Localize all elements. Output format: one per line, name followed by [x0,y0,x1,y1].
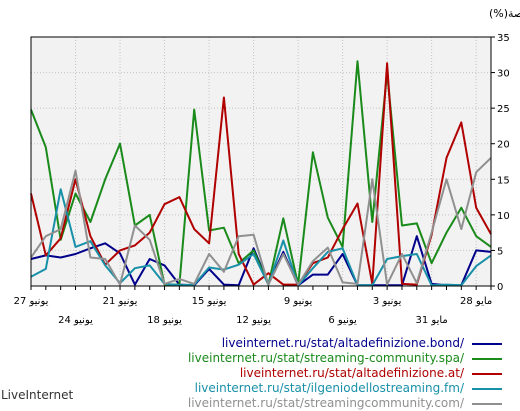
x-tick-label: 21 يونيو [103,296,138,307]
y-tick-label: 10 [497,211,510,222]
series-group [30,60,492,287]
y-tick-label: 25 [497,104,510,115]
legend: liveinternet.ru/stat/altadefinizione.bon… [22,336,502,411]
x-tick-label: 24 يونيو [58,315,93,326]
x-tick-label: 6 يونيو [328,315,357,326]
legend-swatch [472,372,502,375]
x-tick-label: 31 مايو [416,315,448,326]
legend-item-3: liveinternet.ru/stat/altadefinizione.at/ [22,366,502,381]
legend-item-5: liveinternet.ru/stat/streamingcommunity.… [22,396,502,411]
legend-swatch [472,402,502,405]
x-ticks [30,286,492,290]
legend-item-4: liveinternet.ru/stat/ilgeniodellostreami… [22,381,502,396]
x-tick-label: 12 يونيو [236,315,271,326]
y-axis: 0 5 10 15 20 25 30 35 [491,33,510,293]
legend-swatch [472,387,502,390]
y-tick-label: 0 [497,282,503,293]
series-line-5 [30,157,492,286]
y-tick-label: 35 [497,33,510,44]
y-tick-label: 20 [497,140,510,151]
legend-item-2: liveinternet.ru/stat/streaming-community… [22,351,502,366]
legend-swatch [472,357,502,360]
legend-label: liveinternet.ru/stat/streaming-community… [187,351,464,365]
y-tick-label: 30 [497,69,510,80]
footer-brand: LiveInternet [1,388,74,402]
x-tick-label: 9 يونيو [284,296,313,307]
legend-label: liveinternet.ru/stat/altadefinizione.at/ [239,366,464,380]
legend-label: liveinternet.ru/stat/altadefinizione.bon… [221,336,464,350]
x-tick-label: 3 يونيو [373,296,402,307]
plot-area [31,37,491,286]
x-tick-label: 15 يونيو [192,296,227,307]
y-axis-title: الحصة(%) [489,7,520,20]
x-tick-label: 18 يونيو [147,315,182,326]
y-tick-label: 15 [497,175,510,186]
legend-swatch [472,342,502,345]
legend-label: liveinternet.ru/stat/streamingcommunity.… [187,396,464,410]
plot-frame [30,36,492,287]
legend-item-1: liveinternet.ru/stat/altadefinizione.bon… [22,336,502,351]
series-line-4 [30,188,492,287]
y-tick-label: 5 [497,246,503,257]
legend-label: liveinternet.ru/stat/ilgeniodellostreami… [194,381,464,395]
x-tick-label: 28 مايو [460,296,492,307]
x-axis-labels: 27 يونيو 21 يونيو 15 يونيو 9 يونيو 3 يونيو 28… [14,296,493,326]
x-tick-label: 27 يونيو [14,296,49,307]
